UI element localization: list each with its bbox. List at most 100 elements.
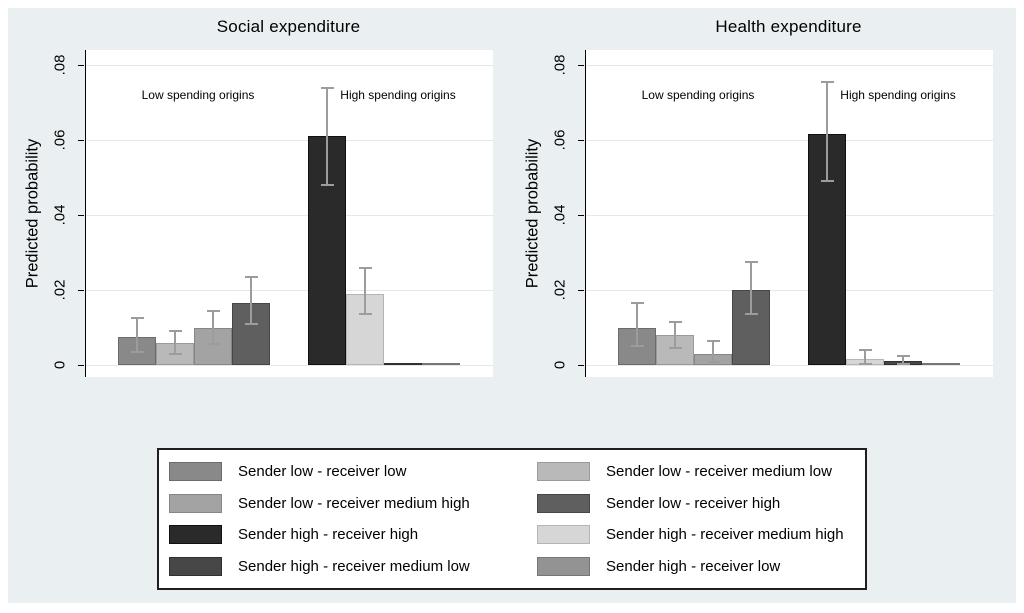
error-bar-sender-low-receiver-medium-low (174, 331, 176, 354)
y-tick-label-.02: .02 (551, 279, 569, 301)
y-tick-.06 (78, 140, 84, 141)
error-cap-low-sender-low-receiver-medium-high (706, 361, 720, 363)
error-cap-high-sender-low-receiver-medium-low (168, 330, 182, 333)
legend-item-sender-low-receiver-medium-low: Sender low - receiver medium low (537, 462, 859, 482)
error-cap-low-sender-low-receiver-medium-low (668, 347, 682, 350)
plot-area-social (85, 50, 493, 377)
error-cap-low-sender-high-receiver-medium-low (896, 363, 910, 366)
error-cap-low-sender-low-receiver-medium-high (206, 343, 220, 346)
y-tick-.04 (578, 215, 584, 216)
legend-swatch-sender-low-receiver-high (537, 493, 590, 513)
error-cap-low-sender-high-receiver-high (320, 184, 334, 186)
legend-swatch-sender-low-receiver-medium-high (169, 493, 222, 513)
error-bar-sender-low-receiver-medium-high (712, 340, 714, 362)
y-tick-label-.04: .04 (51, 204, 69, 226)
y-tick-0 (78, 365, 84, 366)
bar-sender-high-receiver-medium-low (384, 363, 422, 365)
y-tick-.08 (578, 65, 584, 66)
legend-swatch-sender-high-receiver-medium-low (169, 556, 222, 576)
error-cap-low-sender-high-receiver-medium-high (858, 362, 872, 365)
error-bar-sender-low-receiver-medium-high (212, 310, 214, 345)
gridline-.04 (86, 215, 493, 216)
legend-swatch-sender-low-receiver-medium-low (537, 462, 590, 482)
legend-label-sender-low-receiver-low: Sender low - receiver low (238, 463, 407, 481)
error-bar-sender-low-receiver-low (636, 303, 638, 347)
error-cap-high-sender-low-receiver-high (744, 260, 758, 263)
error-cap-high-sender-low-receiver-high (244, 275, 258, 278)
legend-label-sender-low-receiver-medium-high: Sender low - receiver medium high (238, 494, 470, 512)
error-bar-sender-high-receiver-medium-high (864, 350, 866, 364)
error-cap-high-sender-high-receiver-medium-high (858, 349, 872, 351)
bar-sender-high-receiver-low (422, 363, 460, 365)
error-cap-low-sender-high-receiver-medium-high (358, 313, 372, 316)
y-tick-label-0: 0 (551, 360, 569, 370)
legend-label-sender-high-receiver-medium-high: Sender high - receiver medium high (606, 526, 844, 544)
legend-box: Sender low - receiver low Sender low - re… (157, 448, 867, 590)
error-cap-low-sender-low-receiver-high (244, 322, 258, 325)
legend-label-sender-high-receiver-medium-low: Sender high - receiver medium low (238, 557, 470, 575)
error-cap-high-sender-high-receiver-medium-high (358, 266, 372, 269)
error-bar-sender-high-receiver-high (826, 81, 828, 182)
legend-label-sender-low-receiver-medium-low: Sender low - receiver medium low (606, 463, 832, 481)
legend-item-sender-high-receiver-high: Sender high - receiver high (169, 525, 537, 545)
error-bar-sender-low-receiver-high (750, 261, 752, 315)
legend-label-sender-high-receiver-low: Sender high - receiver low (606, 557, 781, 575)
error-cap-high-sender-low-receiver-low (630, 302, 644, 305)
error-bar-sender-high-receiver-medium-low (902, 355, 904, 365)
bar-sender-low-receiver-high (232, 303, 270, 365)
y-tick-label-.04: .04 (551, 204, 569, 226)
gridline-.06 (86, 140, 493, 141)
error-bar-sender-low-receiver-low (136, 318, 138, 352)
error-cap-high-sender-low-receiver-low (130, 317, 144, 320)
legend-swatch-sender-high-receiver-high (169, 525, 222, 545)
legend-label-sender-low-receiver-high: Sender low - receiver high (606, 494, 781, 512)
error-cap-high-sender-high-receiver-high (320, 86, 334, 89)
y-tick-.08 (78, 65, 84, 66)
annotation-low-spending-origins-health: Low spending origins (641, 88, 755, 102)
error-bar-sender-high-receiver-high (326, 87, 328, 185)
error-cap-high-sender-high-receiver-high (820, 80, 834, 83)
error-cap-high-sender-high-receiver-medium-low (896, 354, 910, 357)
y-tick-label-0: 0 (51, 360, 69, 370)
legend-item-sender-low-receiver-medium-high: Sender low - receiver medium high (169, 493, 537, 513)
y-axis-label-social: Predicted probability (23, 138, 42, 289)
y-tick-label-.08: .08 (51, 54, 69, 76)
gridline-.08 (586, 65, 993, 66)
error-cap-low-sender-low-receiver-low (130, 350, 144, 353)
legend-item-sender-high-receiver-medium-high: Sender high - receiver medium high (537, 525, 859, 545)
bar-sender-low-receiver-medium-high (194, 327, 232, 365)
y-tick-0 (578, 365, 584, 366)
panel-title-social: Social expenditure (216, 17, 361, 36)
y-tick-label-.02: .02 (51, 279, 69, 301)
legend-item-sender-low-receiver-high: Sender low - receiver high (537, 493, 859, 513)
legend-label-sender-high-receiver-high: Sender high - receiver high (238, 526, 419, 544)
error-cap-low-sender-high-receiver-high (820, 180, 834, 183)
gridline-.02 (86, 290, 493, 291)
y-axis-label-wrap-social: Predicted probability (18, 50, 48, 377)
legend-swatch-sender-high-receiver-medium-high (537, 525, 590, 545)
y-axis-label-wrap-health: Predicted probability (518, 50, 548, 377)
y-tick-label-.08: .08 (551, 54, 569, 76)
error-cap-high-sender-low-receiver-medium-high (706, 339, 720, 342)
annotation-high-spending-origins-social: High spending origins (340, 88, 456, 102)
annotation-high-spending-origins-health: High spending origins (840, 88, 956, 102)
panel-title-health: Health expenditure (715, 17, 862, 36)
legend-item-sender-high-receiver-medium-low: Sender high - receiver medium low (169, 556, 537, 576)
legend-item-sender-high-receiver-low: Sender high - receiver low (537, 556, 859, 576)
y-tick-label-.06: .06 (51, 129, 69, 151)
y-tick-.02 (78, 290, 84, 291)
error-bar-sender-high-receiver-medium-high (364, 267, 366, 315)
gridline-0 (86, 365, 493, 366)
y-tick-.06 (578, 140, 584, 141)
gridline-0 (586, 365, 993, 366)
error-cap-low-sender-low-receiver-low (630, 345, 644, 348)
gridline-.06 (586, 140, 993, 141)
error-bar-sender-low-receiver-medium-low (674, 321, 676, 349)
legend-swatch-sender-high-receiver-low (537, 556, 590, 576)
bar-sender-high-receiver-low (922, 363, 960, 365)
error-cap-high-sender-low-receiver-medium-high (206, 309, 220, 312)
error-cap-low-sender-low-receiver-high (744, 313, 758, 316)
y-tick-label-.06: .06 (551, 129, 569, 151)
y-tick-.02 (578, 290, 584, 291)
y-tick-.04 (78, 215, 84, 216)
